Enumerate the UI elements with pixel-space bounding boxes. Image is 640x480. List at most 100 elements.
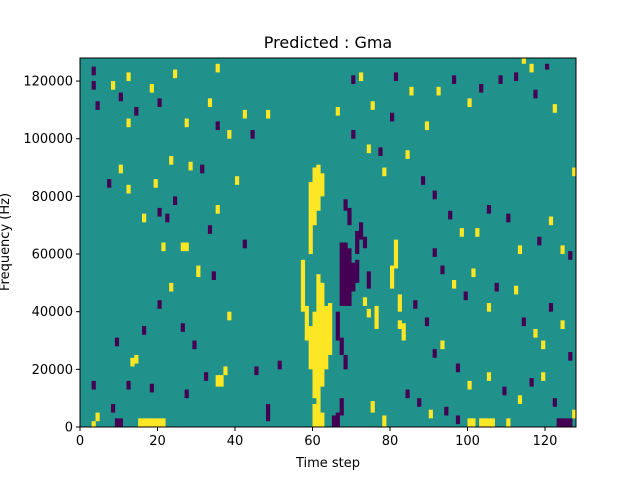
x-tick-label: 40 xyxy=(227,434,244,449)
y-tick-label: 20000 xyxy=(32,363,73,378)
heatmap-cell xyxy=(312,167,317,182)
heatmap-cell xyxy=(486,418,492,427)
heatmap-cell xyxy=(118,164,123,174)
heatmap-cell xyxy=(320,412,325,427)
heatmap-cell xyxy=(572,167,577,177)
heatmap-cell xyxy=(227,311,232,321)
y-tick-label: 40000 xyxy=(32,305,73,320)
x-tick-label: 20 xyxy=(149,434,166,449)
heatmap-cell xyxy=(529,63,534,73)
heatmap-cell xyxy=(320,173,325,197)
heatmap-cell xyxy=(455,415,461,425)
heatmap-cell xyxy=(502,386,507,396)
heatmap-cell xyxy=(471,418,476,427)
heatmap-cell xyxy=(366,308,371,318)
heatmap-cell xyxy=(440,340,445,350)
heatmap-cell xyxy=(552,398,557,407)
heatmap-cell xyxy=(157,300,162,309)
heatmap-cell xyxy=(529,377,534,387)
heatmap-cell xyxy=(126,184,131,194)
heatmap-cell xyxy=(498,75,503,84)
heatmap-cell xyxy=(541,340,546,350)
heatmap-cell xyxy=(459,228,464,237)
heatmap-cell xyxy=(351,130,356,139)
heatmap-cell xyxy=(514,72,519,82)
heatmap-cell xyxy=(343,199,348,211)
heatmap-cell xyxy=(316,274,321,404)
heatmap-cell xyxy=(424,121,430,131)
heatmap-cell xyxy=(254,366,259,376)
heatmap-cell xyxy=(413,300,418,309)
heatmap-cell xyxy=(421,176,426,185)
x-tick-label: 0 xyxy=(76,434,84,449)
heatmap-cell xyxy=(351,262,356,292)
heatmap-cell xyxy=(149,83,154,93)
x-tick-label: 80 xyxy=(382,434,399,449)
heatmap-cell xyxy=(428,409,433,419)
heatmap-cell xyxy=(432,190,437,200)
heatmap-cell xyxy=(355,230,360,255)
heatmap-cell xyxy=(250,130,255,139)
heatmap-cell xyxy=(142,326,147,335)
heatmap-cell xyxy=(312,167,317,226)
heatmap-cell xyxy=(393,72,399,82)
heatmap-cell xyxy=(382,415,387,427)
heatmap-cell xyxy=(215,375,220,387)
heatmap-cell xyxy=(568,418,573,427)
heatmap-cell xyxy=(432,248,437,257)
x-tick-label: 100 xyxy=(455,434,480,449)
heatmap-cell xyxy=(390,265,395,289)
heatmap-cell xyxy=(467,380,472,390)
y-tick-label: 100000 xyxy=(23,132,73,147)
heatmap-cell xyxy=(107,179,112,188)
heatmap-cell xyxy=(405,150,410,159)
heatmap-cell xyxy=(390,112,395,122)
heatmap-cell xyxy=(308,181,313,255)
heatmap-cell xyxy=(455,363,461,373)
heatmap-cell xyxy=(242,109,247,119)
heatmap-cell xyxy=(339,398,344,416)
heatmap-cell xyxy=(207,98,213,108)
y-tick-label: 80000 xyxy=(32,190,73,205)
heatmap-cell xyxy=(521,58,526,64)
heatmap-cell xyxy=(401,323,406,341)
heatmap-cell xyxy=(564,418,569,427)
chart-title: Predicted : Gma xyxy=(264,33,392,52)
heatmap-cell xyxy=(134,354,139,364)
x-tick-label: 120 xyxy=(533,434,558,449)
heatmap-cell xyxy=(308,326,313,370)
heatmap-cell xyxy=(359,72,364,82)
heatmap-cell xyxy=(157,98,162,108)
heatmap-cell xyxy=(467,98,472,108)
heatmap-cell xyxy=(126,72,131,82)
x-axis: 0 20 40 60 80 100 120 xyxy=(76,427,558,449)
heatmap-cell xyxy=(541,372,546,381)
heatmap-cell xyxy=(118,92,123,102)
heatmap-cell xyxy=(173,196,178,206)
heatmap-cell xyxy=(424,317,430,327)
heatmap-cell xyxy=(347,207,352,226)
heatmap-cell xyxy=(393,239,399,269)
heatmap-cell xyxy=(514,285,519,295)
heatmap-cell xyxy=(165,213,170,223)
heatmap-cell xyxy=(200,164,205,174)
heatmap-cell xyxy=(219,375,224,387)
heatmap-cell xyxy=(397,294,402,312)
heatmap-cell xyxy=(304,305,309,341)
heatmap-cell xyxy=(560,320,565,329)
heatmap-cell xyxy=(405,389,410,399)
heatmap-cell xyxy=(343,242,348,306)
heatmap-cell xyxy=(533,328,538,338)
y-axis-label: Frequency (Hz) xyxy=(0,193,13,291)
heatmap-cell xyxy=(545,63,550,70)
heatmap-cell xyxy=(196,265,201,278)
heatmap-cell xyxy=(479,418,484,427)
heatmap-cell xyxy=(335,107,340,116)
heatmap-cell xyxy=(114,337,120,347)
heatmap-cell xyxy=(347,248,352,306)
heatmap-cell xyxy=(328,303,333,355)
heatmap-cell xyxy=(432,349,437,358)
heatmap-cell xyxy=(300,259,306,312)
heatmap-cell xyxy=(436,86,441,96)
heatmap-cell xyxy=(490,418,495,427)
